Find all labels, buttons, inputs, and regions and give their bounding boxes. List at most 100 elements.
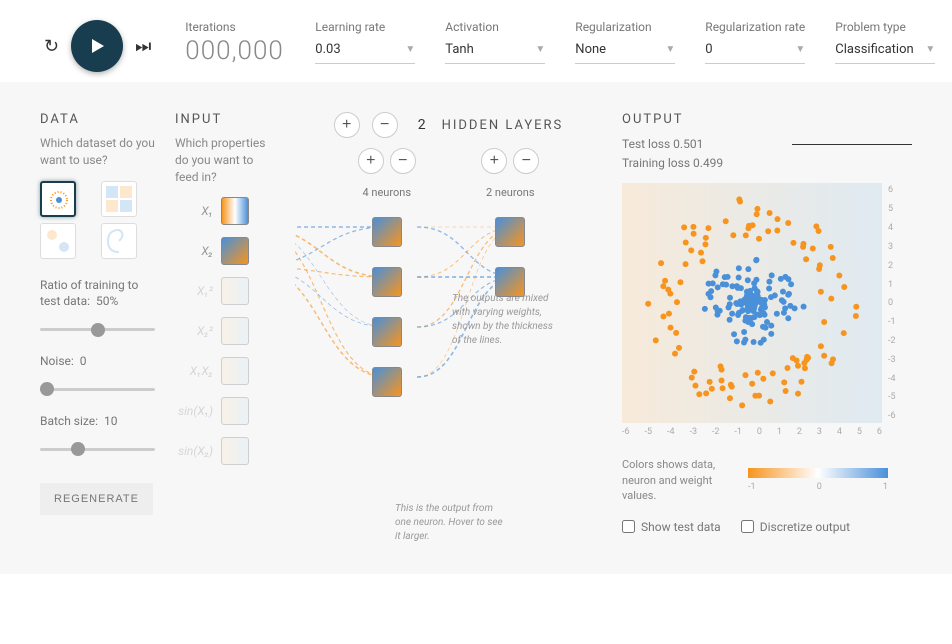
regularization-rate-select[interactable]: Regularization rate 0▼ [705, 20, 805, 64]
main-content: DATA Which dataset do you want to use? R… [0, 82, 952, 574]
play-controls: ↻ ⏭ [40, 20, 155, 72]
chevron-down-icon: ▼ [925, 44, 935, 55]
colormap-row: Colors shows data, neuron and weight val… [622, 457, 912, 503]
problem-type-select[interactable]: Problem type Classification▼ [835, 20, 935, 64]
regularization-select[interactable]: Regularization None▼ [575, 20, 675, 64]
remove-layer-button[interactable]: − [372, 112, 398, 138]
iterations-label: Iterations [185, 20, 285, 34]
feature-5[interactable]: sin(X₁) [175, 397, 275, 425]
neuron-stack [495, 217, 525, 297]
dataset-xor[interactable] [101, 181, 137, 217]
add-neuron-button[interactable]: + [481, 148, 507, 174]
neuron-annotation: This is the output from one neuron. Hove… [395, 502, 505, 544]
ratio-label: Ratio of training to test data: 50% [40, 277, 155, 311]
feature-label: X₁X₂ [175, 364, 213, 378]
iterations-value: 000,000 [185, 36, 285, 66]
activation-label: Activation [445, 20, 545, 34]
neuron[interactable] [372, 217, 402, 247]
chevron-down-icon: ▼ [795, 44, 805, 55]
test-loss-value: 0.501 [673, 137, 703, 151]
output-checkboxes: Show test data Discretize output [622, 520, 912, 534]
feature-neuron[interactable] [221, 277, 249, 305]
layer-0: +− 4 neurons [358, 148, 416, 397]
feature-neuron[interactable] [221, 237, 249, 265]
feature-label: sin(X₁) [175, 404, 213, 418]
dataset-spiral[interactable] [101, 223, 137, 259]
regularization-rate-label: Regularization rate [705, 20, 805, 34]
network-panel: + − 2 HIDDEN LAYERS +−4 neurons+−2 neuro… [295, 112, 602, 534]
train-loss-value: 0.499 [693, 156, 723, 170]
activation-select[interactable]: Activation Tanh▼ [445, 20, 545, 64]
data-title: DATA [40, 112, 155, 127]
step-icon: ⏭ [135, 36, 151, 56]
colormap-bar [748, 468, 888, 478]
feature-list: X₁X₂X₁²X₂²X₁X₂sin(X₁)sin(X₂) [175, 197, 275, 465]
reset-button[interactable]: ↻ [40, 32, 63, 61]
colormap-labels: -1 0 1 [748, 482, 888, 492]
neuron[interactable] [372, 367, 402, 397]
add-layer-button[interactable]: + [334, 112, 360, 138]
hidden-label: HIDDEN LAYERS [442, 118, 564, 133]
data-panel: DATA Which dataset do you want to use? R… [40, 112, 155, 534]
noise-label: Noise: 0 [40, 353, 155, 370]
neuron[interactable] [495, 267, 525, 297]
learning-rate-label: Learning rate [315, 20, 415, 34]
learning-rate-select[interactable]: Learning rate 0.03▼ [315, 20, 415, 64]
batch-label: Batch size: 10 [40, 413, 155, 430]
feature-0[interactable]: X₁ [175, 197, 275, 225]
chevron-down-icon: ▼ [665, 44, 675, 55]
feature-neuron[interactable] [221, 357, 249, 385]
play-button[interactable] [71, 20, 123, 72]
remove-neuron-button[interactable]: − [390, 148, 416, 174]
feature-neuron[interactable] [221, 317, 249, 345]
output-plot[interactable] [622, 183, 882, 423]
ratio-slider[interactable] [40, 328, 155, 331]
feature-3[interactable]: X₂² [175, 317, 275, 345]
feature-label: sin(X₂) [175, 444, 213, 458]
feature-neuron[interactable] [221, 197, 249, 225]
play-icon [87, 36, 107, 56]
chevron-down-icon: ▼ [405, 44, 415, 55]
output-panel: OUTPUT Test loss 0.501 Training loss 0.4… [622, 112, 912, 534]
neuron[interactable] [372, 267, 402, 297]
feature-1[interactable]: X₂ [175, 237, 275, 265]
feature-neuron[interactable] [221, 437, 249, 465]
dataset-gauss[interactable] [40, 223, 76, 259]
chevron-down-icon: ▼ [535, 44, 545, 55]
problem-type-label: Problem type [835, 20, 935, 34]
layer-label: 4 neurons [362, 186, 411, 199]
noise-slider-block: Noise: 0 [40, 353, 155, 395]
iterations-display: Iterations 000,000 [185, 20, 285, 66]
layer-1: +− 2 neurons [481, 148, 539, 397]
feature-label: X₁ [175, 204, 213, 218]
noise-slider[interactable] [40, 388, 155, 391]
colormap-text: Colors shows data, neuron and weight val… [622, 457, 732, 503]
add-neuron-button[interactable]: + [358, 148, 384, 174]
feature-label: X₂ [175, 244, 213, 258]
reset-icon: ↻ [44, 36, 59, 56]
neuron-stack [372, 217, 402, 397]
regularization-label: Regularization [575, 20, 675, 34]
data-subtitle: Which dataset do you want to use? [40, 135, 155, 169]
feature-neuron[interactable] [221, 397, 249, 425]
step-button[interactable]: ⏭ [131, 32, 155, 61]
input-subtitle: Which properties do you want to feed in? [175, 135, 275, 185]
batch-slider[interactable] [40, 448, 155, 451]
input-panel: INPUT Which properties do you want to fe… [175, 112, 275, 534]
dataset-circle[interactable] [40, 181, 76, 217]
regenerate-button[interactable]: REGENERATE [40, 483, 153, 515]
feature-label: X₁² [175, 284, 213, 298]
x-axis-ticks: -6-5-4-3-2-10123456 [622, 427, 882, 437]
discretize-checkbox[interactable]: Discretize output [741, 520, 850, 534]
layer-label: 2 neurons [486, 186, 535, 199]
remove-neuron-button[interactable]: − [513, 148, 539, 174]
show-test-checkbox[interactable]: Show test data [622, 520, 721, 534]
dataset-grid [40, 181, 155, 259]
neuron[interactable] [495, 217, 525, 247]
feature-2[interactable]: X₁² [175, 277, 275, 305]
neuron[interactable] [372, 317, 402, 347]
feature-6[interactable]: sin(X₂) [175, 437, 275, 465]
hidden-layers-header: + − 2 HIDDEN LAYERS [295, 112, 602, 138]
feature-4[interactable]: X₁X₂ [175, 357, 275, 385]
ratio-slider-block: Ratio of training to test data: 50% [40, 277, 155, 336]
